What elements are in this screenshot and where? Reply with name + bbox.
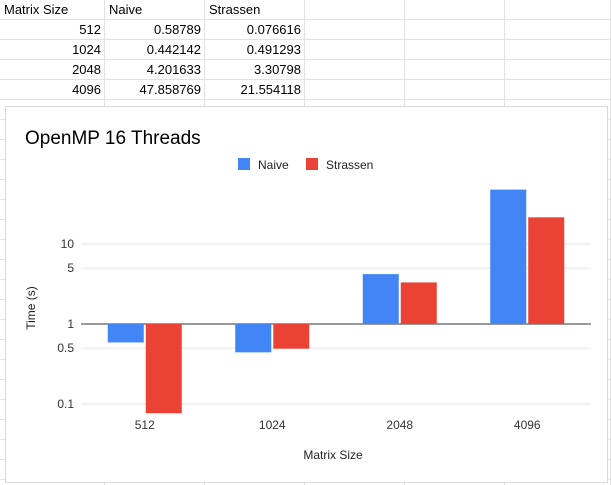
cell-col-a-row-5[interactable]: 4096 (0, 80, 105, 100)
legend-swatch-naive (238, 158, 250, 170)
cell-col-f-row-5[interactable] (505, 80, 611, 100)
cell-col-e-row-5[interactable] (405, 80, 505, 100)
y-tick-label: 1 (67, 317, 74, 331)
cell-col-f-row-2[interactable] (505, 20, 611, 40)
sheet-row: 1024 0.442142 0.491293 (0, 40, 611, 60)
chart-canvas: OpenMP 16 Threads Naive Strassen 0.1 0.5 1… (24, 128, 591, 462)
bar-strassen-512[interactable] (145, 324, 182, 414)
cell-col-c-row-4[interactable]: 3.30798 (205, 60, 305, 80)
cell-col-a-row-4[interactable]: 2048 (0, 60, 105, 80)
cell-col-c-row-2[interactable]: 0.076616 (205, 20, 305, 40)
bar-naive-512[interactable] (107, 324, 144, 343)
bar-naive-2048[interactable] (362, 274, 399, 324)
bar-strassen-4096[interactable] (528, 217, 565, 324)
legend-label-strassen: Strassen (326, 158, 373, 172)
y-axis-label: Time (s) (24, 286, 38, 330)
cell-col-d-row-2[interactable] (305, 20, 405, 40)
cell-col-a-row-1[interactable]: Matrix Size (0, 0, 105, 20)
cell-col-c-row-1[interactable]: Strassen (205, 0, 305, 20)
cell-col-c-row-3[interactable]: 0.491293 (205, 40, 305, 60)
y-tick-label: 10 (61, 237, 75, 251)
cell-col-a-row-3[interactable]: 1024 (0, 40, 105, 60)
cell-col-b-row-2[interactable]: 0.58789 (105, 20, 205, 40)
cell-col-d-row-1[interactable] (305, 0, 405, 20)
x-tick-label: 4096 (514, 418, 541, 432)
bar-naive-1024[interactable] (235, 324, 272, 353)
cell-col-f-row-3[interactable] (505, 40, 611, 60)
cell-col-f-row-4[interactable] (505, 60, 611, 80)
x-axis-label: Matrix Size (303, 448, 363, 462)
sheet-row: 4096 47.858769 21.554118 (0, 80, 611, 100)
legend-swatch-strassen (306, 158, 318, 170)
sheet-row: 2048 4.201633 3.30798 (0, 60, 611, 80)
sheet-row: 512 0.58789 0.076616 (0, 20, 611, 40)
cell-col-b-row-3[interactable]: 0.442142 (105, 40, 205, 60)
cell-col-b-row-5[interactable]: 47.858769 (105, 80, 205, 100)
bar-naive-4096[interactable] (490, 189, 527, 324)
cell-col-e-row-2[interactable] (405, 20, 505, 40)
legend[interactable]: Naive Strassen (238, 158, 373, 172)
cell-col-d-row-5[interactable] (305, 80, 405, 100)
y-tick-label: 0.1 (57, 397, 74, 411)
embedded-chart[interactable]: OpenMP 16 Threads Naive Strassen 0.1 0.5 1… (5, 106, 608, 483)
sheet-row: Matrix Size Naive Strassen (0, 0, 611, 20)
cell-col-b-row-4[interactable]: 4.201633 (105, 60, 205, 80)
x-axis-ticks: 512 1024 2048 4096 (135, 418, 541, 432)
x-tick-label: 2048 (386, 418, 413, 432)
cell-col-d-row-4[interactable] (305, 60, 405, 80)
y-axis-ticks: 0.1 0.5 1 5 10 (57, 237, 74, 411)
x-tick-label: 1024 (259, 418, 286, 432)
cell-col-d-row-3[interactable] (305, 40, 405, 60)
cell-col-e-row-1[interactable] (405, 0, 505, 20)
x-tick-label: 512 (135, 418, 155, 432)
cell-col-e-row-3[interactable] (405, 40, 505, 60)
bars (107, 189, 565, 414)
cell-col-f-row-1[interactable] (505, 0, 611, 20)
cell-col-c-row-5[interactable]: 21.554118 (205, 80, 305, 100)
bar-strassen-2048[interactable] (400, 282, 437, 324)
cell-col-a-row-2[interactable]: 512 (0, 20, 105, 40)
y-tick-label: 5 (67, 261, 74, 275)
legend-label-naive: Naive (258, 158, 289, 172)
chart-title: OpenMP 16 Threads (25, 128, 201, 149)
bar-strassen-1024[interactable] (273, 324, 310, 349)
y-tick-label: 0.5 (57, 341, 74, 355)
cell-col-e-row-4[interactable] (405, 60, 505, 80)
cell-col-b-row-1[interactable]: Naive (105, 0, 205, 20)
